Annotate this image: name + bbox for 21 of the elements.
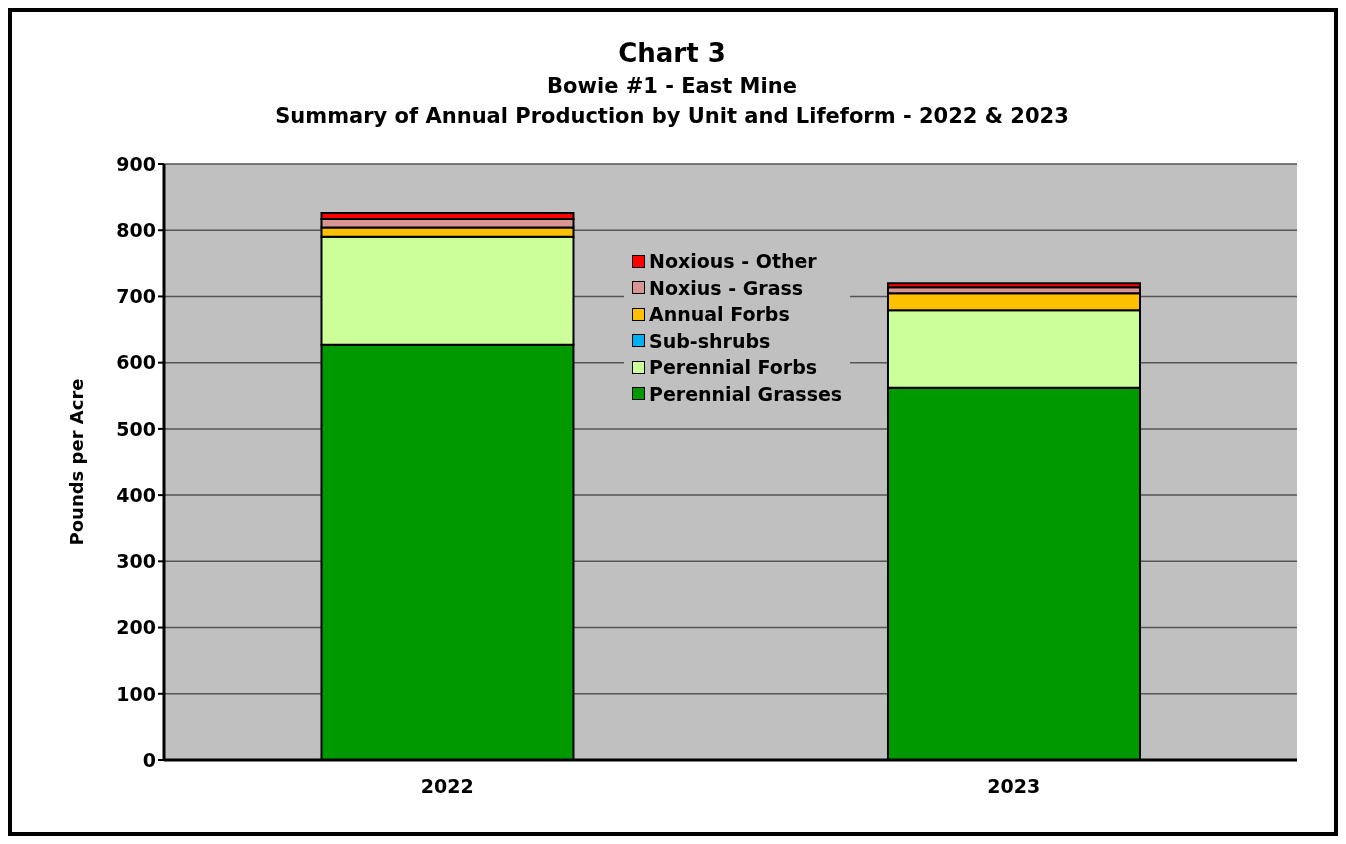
- legend-label: Noxious - Other: [649, 250, 817, 272]
- y-tick-label: 600: [116, 351, 156, 374]
- y-tick-label: 400: [116, 483, 156, 506]
- chart-title: Chart 3: [617, 38, 727, 68]
- y-tick-label: 300: [116, 550, 156, 573]
- legend-label: Perennial Grasses: [649, 382, 843, 405]
- y-tick-label: 700: [116, 285, 156, 308]
- y-axis-title: Pounds per Acre: [66, 378, 88, 546]
- legend-label: Annual Forbs: [649, 303, 790, 326]
- y-tick-label: 500: [116, 417, 156, 440]
- y-tick-label: 100: [116, 682, 156, 705]
- x-tick-label: 2023: [987, 775, 1041, 798]
- chart-subtitle: Bowie #1 - East Mine Summary of Annual Production by Unit and Lifeform - 2022 & 2023: [274, 74, 1070, 128]
- legend-label: Sub-shrubs: [649, 329, 771, 352]
- y-tick-label: 900: [116, 152, 156, 175]
- y-tick-label: 800: [116, 218, 156, 241]
- y-tick-label: 200: [116, 616, 156, 639]
- y-tick-label: 0: [142, 748, 156, 771]
- legend-label: Noxius - Grass: [649, 276, 804, 299]
- legend-label: Perennial Forbs: [649, 356, 818, 379]
- x-tick-label: 2022: [420, 775, 474, 798]
